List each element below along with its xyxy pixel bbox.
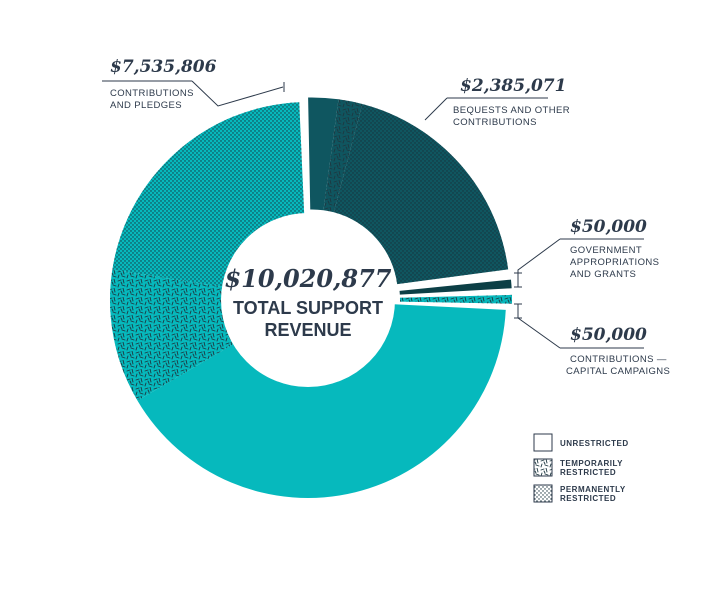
donut-segment-bequests-permanently_restricted (333, 103, 509, 285)
caption-line: CONTRIBUTIONS (453, 117, 537, 128)
donut-segment-bequests-unrestricted-base (308, 97, 339, 211)
center-label-line2: REVENUE (264, 320, 351, 340)
donut-segment-contributions_pledges-permanently_restricted (112, 102, 305, 287)
donut-segment-bequests-temporarily_restricted (323, 99, 363, 213)
donut-hole (221, 213, 395, 387)
legend-label: RESTRICTED (560, 494, 616, 503)
legend-label: TEMPORARILY (560, 459, 623, 468)
amount-label: $7,535,806 (110, 57, 217, 77)
caption-line: CONTRIBUTIONS (110, 88, 194, 99)
callout-capital-campaigns: $50,000 CONTRIBUTIONS — CAPITAL CAMPAIGN… (514, 303, 670, 377)
center-total: $10,020,877 (224, 264, 391, 293)
legend-swatch (533, 458, 553, 477)
legend: UNRESTRICTED TEMPORARILY RESTRICTED PERM… (533, 433, 629, 503)
callout-contributions-pledges: $7,535,806 CONTRIBUTIONS AND PLEDGES (102, 57, 285, 111)
caption-line: GOVERNMENT (570, 245, 642, 256)
amount-label: $2,385,071 (460, 76, 566, 96)
caption-line: APPROPRIATIONS (570, 257, 659, 268)
legend-label: PERMANENTLY (560, 485, 626, 494)
donut-segments (110, 97, 512, 499)
leader-line (517, 238, 561, 287)
caption-line: AND GRANTS (570, 269, 636, 280)
center-label-line1: TOTAL SUPPORT (233, 298, 383, 318)
legend-label: RESTRICTED (560, 468, 616, 477)
legend-swatch (533, 484, 553, 503)
leader-line (517, 304, 561, 349)
legend-label: UNRESTRICTED (560, 439, 629, 448)
leader-line (424, 97, 448, 121)
legend-item-temporarily-restricted: TEMPORARILY RESTRICTED (533, 458, 623, 477)
amount-label: $50,000 (570, 217, 647, 237)
donut-segment-contributions_pledges-unrestricted-base (137, 304, 506, 499)
donut-segment-contributions_pledges-temporarily_restricted (110, 269, 234, 401)
caption-line: CAPITAL CAMPAIGNS (566, 366, 670, 377)
legend-item-permanently-restricted: PERMANENTLY RESTRICTED (533, 484, 626, 503)
donut-segment-government-unrestricted-base (399, 279, 512, 295)
donut-segment-capital_campaigns-temporarily_restricted (399, 294, 512, 304)
legend-item-unrestricted: UNRESTRICTED (533, 433, 629, 452)
amount-label: $50,000 (570, 325, 647, 345)
caption-line: CONTRIBUTIONS — (570, 354, 667, 365)
callout-bequests: $2,385,071 BEQUESTS AND OTHER CONTRIBUTI… (424, 76, 570, 128)
legend-swatch (533, 433, 553, 452)
leader-line (191, 80, 284, 107)
callout-government: $50,000 GOVERNMENT APPROPRIATIONS AND GR… (514, 217, 659, 288)
caption-line: BEQUESTS AND OTHER (453, 105, 570, 116)
caption-line: AND PLEDGES (110, 100, 182, 111)
